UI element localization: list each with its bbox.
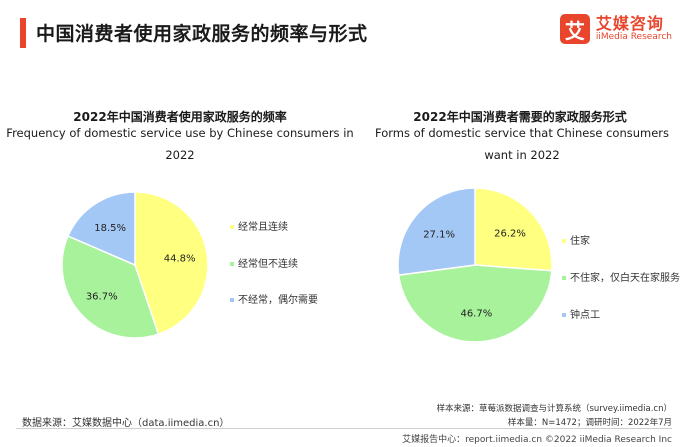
chart-2-slice-3 xyxy=(397,187,476,276)
chart-1-legend-swatch-1 xyxy=(230,225,234,229)
chart-1-legend-label-1: 经常且连续 xyxy=(238,220,288,233)
brand-mark-icon: 艾 xyxy=(559,14,590,44)
chart-2-slice-label-1: 26.2% xyxy=(494,229,526,240)
chart-2-slice-2 xyxy=(397,264,553,343)
chart-2-legend-swatch-3 xyxy=(562,313,566,317)
chart-1-title: 2022年中国消费者使用家政服务的频率 xyxy=(73,110,287,124)
chart-1-legend-swatch-3 xyxy=(230,298,234,302)
chart-2-legend-swatch-2 xyxy=(562,276,566,280)
chart-1-subtitle: Frequency of domestic service use by Chi… xyxy=(6,126,354,162)
chart-2-legend-label-1: 住家 xyxy=(570,234,590,247)
chart-1-slice-label-1: 44.8% xyxy=(164,254,196,265)
chart-1-slice-label-3: 18.5% xyxy=(94,223,126,234)
chart-1-legend-swatch-2 xyxy=(230,262,234,266)
chart-1-slice-3 xyxy=(67,191,136,267)
footer-copyright: 艾媒报告中心：report.iimedia.cn ©2022 iiMedia R… xyxy=(402,435,672,445)
chart-2-slice-1 xyxy=(474,187,553,272)
chart-1-slice-label-2: 36.7% xyxy=(86,292,118,303)
chart-2-slice-label-3: 27.1% xyxy=(423,230,455,241)
sample-size: 样本量：N=1472；调研时间：2022年7月 xyxy=(507,418,672,428)
chart-1-slice-2 xyxy=(61,235,160,339)
page-title: 中国消费者使用家政服务的频率与形式 xyxy=(36,23,368,45)
sample-source: 样本来源：草莓派数据调查与计算系统（survey.iimedia.cn） xyxy=(436,404,672,414)
chart-2-slice-label-2: 46.7% xyxy=(460,309,492,320)
footer-divider xyxy=(16,428,672,429)
brand-name-cn: 艾媒咨询 xyxy=(595,14,664,34)
chart-1-slice-1 xyxy=(134,191,209,336)
chart-2-title: 2022年中国消费者需要的家政服务形式 xyxy=(413,110,627,124)
chart-2-legend-label-2: 不住家，仅白天在家服务 xyxy=(570,271,680,284)
data-source: 数据来源：艾媒数据中心（data.iimedia.cn） xyxy=(22,418,230,429)
brand-name-en: iiMedia Research xyxy=(595,31,672,42)
chart-2-subtitle: Forms of domestic service that Chinese c… xyxy=(374,126,670,162)
title-accent-bar xyxy=(20,18,26,48)
brand-logo: 艾 艾媒咨询 iiMedia Research xyxy=(559,14,672,44)
chart-2-legend-label-3: 钟点工 xyxy=(570,308,600,321)
chart-1-legend-label-2: 经常但不连续 xyxy=(238,257,298,270)
chart-2-legend-swatch-1 xyxy=(562,239,566,243)
chart-1-legend-label-3: 不经常，偶尔需要 xyxy=(238,293,318,306)
